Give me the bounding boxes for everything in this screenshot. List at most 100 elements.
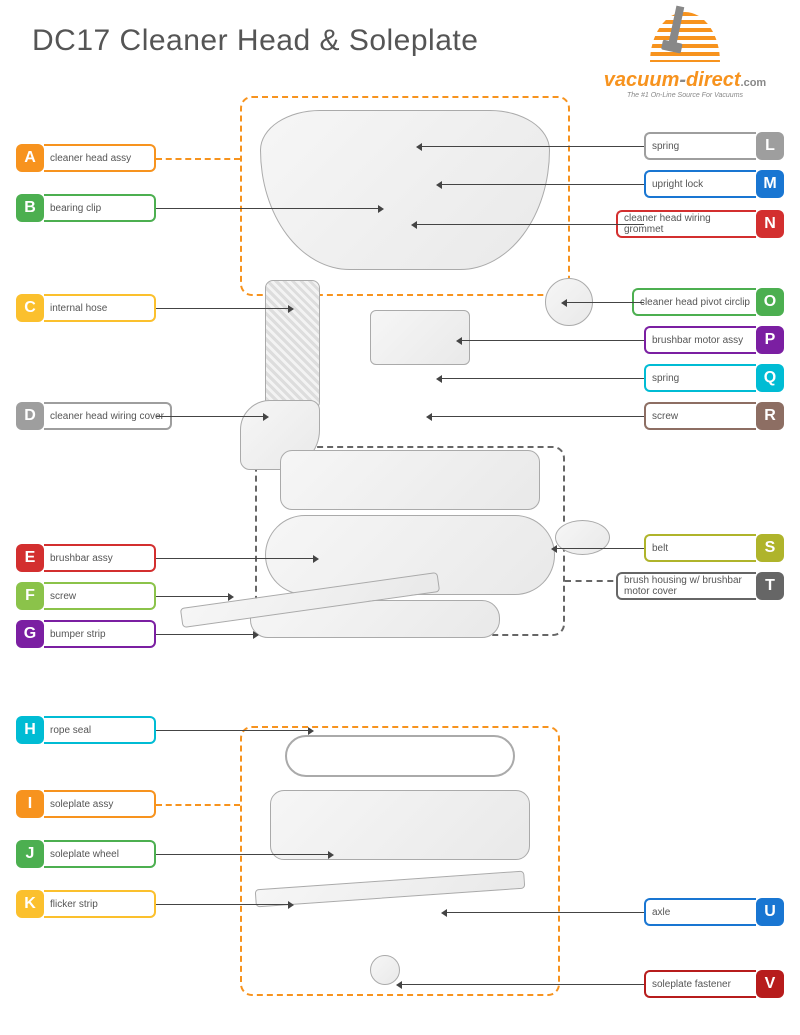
leader-p: [460, 340, 644, 341]
part-label-h[interactable]: Hrope seal: [16, 716, 156, 744]
part-name-g: bumper strip: [44, 620, 156, 648]
leader-f: [156, 596, 230, 597]
part-letter-c: C: [16, 294, 44, 322]
part-label-q[interactable]: Qspring: [644, 364, 784, 392]
sketch-motor: [370, 310, 470, 365]
part-letter-j: J: [16, 840, 44, 868]
part-name-j: soleplate wheel: [44, 840, 156, 868]
part-letter-l: L: [756, 132, 784, 160]
leader-o: [565, 302, 644, 303]
part-letter-a: A: [16, 144, 44, 172]
logo-text: vacuum-direct.com: [590, 69, 780, 92]
part-label-l[interactable]: Lspring: [644, 132, 784, 160]
part-letter-k: K: [16, 890, 44, 918]
part-label-s[interactable]: Sbelt: [644, 534, 784, 562]
part-name-p: brushbar motor assy: [644, 326, 756, 354]
sketch-belt: [555, 520, 610, 555]
part-name-i: soleplate assy: [44, 790, 156, 818]
part-label-j[interactable]: Jsoleplate wheel: [16, 840, 156, 868]
part-letter-i: I: [16, 790, 44, 818]
leader-h: [156, 730, 310, 731]
leader-c: [156, 308, 290, 309]
leader-n: [415, 224, 644, 225]
part-label-m[interactable]: Mupright lock: [644, 170, 784, 198]
part-letter-s: S: [756, 534, 784, 562]
part-label-o[interactable]: Ocleaner head pivot circlip: [632, 288, 784, 316]
part-letter-u: U: [756, 898, 784, 926]
part-name-v: soleplate fastener: [644, 970, 756, 998]
sketch-soleplate: [270, 790, 530, 860]
part-letter-n: N: [756, 210, 784, 238]
part-letter-p: P: [756, 326, 784, 354]
part-label-u[interactable]: Uaxle: [644, 898, 784, 926]
exploded-diagram: [200, 90, 600, 1010]
part-letter-o: O: [756, 288, 784, 316]
part-name-e: brushbar assy: [44, 544, 156, 572]
logo-vacuum-icon: [668, 6, 685, 49]
part-name-d: cleaner head wiring cover: [44, 402, 172, 430]
part-label-g[interactable]: Gbumper strip: [16, 620, 156, 648]
part-letter-v: V: [756, 970, 784, 998]
logo-tagline: The #1 On-Line Source For Vacuums: [590, 92, 780, 99]
leader-r: [430, 416, 644, 417]
part-label-k[interactable]: Kflicker strip: [16, 890, 156, 918]
leader-k: [156, 904, 290, 905]
part-label-e[interactable]: Ebrushbar assy: [16, 544, 156, 572]
part-label-p[interactable]: Pbrushbar motor assy: [644, 326, 784, 354]
part-name-a: cleaner head assy: [44, 144, 156, 172]
part-label-b[interactable]: Bbearing clip: [16, 194, 156, 222]
part-letter-m: M: [756, 170, 784, 198]
part-name-t: brush housing w/ brushbar motor cover: [616, 572, 756, 600]
leader-s: [555, 548, 644, 549]
part-name-o: cleaner head pivot circlip: [632, 288, 756, 316]
part-label-c[interactable]: Cinternal hose: [16, 294, 156, 322]
logo-sun-icon: [650, 12, 720, 62]
part-name-q: spring: [644, 364, 756, 392]
leader-u: [445, 912, 644, 913]
part-label-d[interactable]: Dcleaner head wiring cover: [16, 402, 172, 430]
leader-m: [440, 184, 644, 185]
part-letter-f: F: [16, 582, 44, 610]
part-name-f: screw: [44, 582, 156, 610]
part-name-l: spring: [644, 132, 756, 160]
part-name-c: internal hose: [44, 294, 156, 322]
part-name-u: axle: [644, 898, 756, 926]
part-label-r[interactable]: Rscrew: [644, 402, 784, 430]
part-label-f[interactable]: Fscrew: [16, 582, 156, 610]
sketch-flicker-strip: [255, 871, 526, 908]
part-letter-h: H: [16, 716, 44, 744]
part-name-b: bearing clip: [44, 194, 156, 222]
part-name-k: flicker strip: [44, 890, 156, 918]
part-label-a[interactable]: Acleaner head assy: [16, 144, 156, 172]
leader-q: [440, 378, 644, 379]
part-name-m: upright lock: [644, 170, 756, 198]
logo-tld: .com: [741, 77, 767, 89]
logo-brand-second: direct: [686, 69, 740, 91]
sketch-housing-top: [280, 450, 540, 510]
leader-d: [156, 416, 265, 417]
sketch-cleaner-head-body: [260, 110, 550, 270]
leader-b: [156, 208, 380, 209]
part-letter-g: G: [16, 620, 44, 648]
leader-g: [156, 634, 255, 635]
part-label-i[interactable]: Isoleplate assy: [16, 790, 156, 818]
part-letter-d: D: [16, 402, 44, 430]
part-name-s: belt: [644, 534, 756, 562]
brand-logo: vacuum-direct.com The #1 On-Line Source …: [590, 12, 780, 99]
sketch-rope-seal: [285, 735, 515, 777]
part-name-r: screw: [644, 402, 756, 430]
part-label-t[interactable]: Tbrush housing w/ brushbar motor cover: [616, 572, 784, 600]
leader-j: [156, 854, 330, 855]
sketch-hose: [265, 280, 320, 410]
part-letter-t: T: [756, 572, 784, 600]
part-letter-q: Q: [756, 364, 784, 392]
logo-brand-main: vacuum: [604, 69, 680, 91]
part-name-h: rope seal: [44, 716, 156, 744]
leader-e: [156, 558, 315, 559]
part-label-v[interactable]: Vsoleplate fastener: [644, 970, 784, 998]
page-title: DC17 Cleaner Head & Soleplate: [32, 24, 478, 58]
leader-v: [400, 984, 644, 985]
part-letter-b: B: [16, 194, 44, 222]
part-letter-r: R: [756, 402, 784, 430]
part-letter-e: E: [16, 544, 44, 572]
